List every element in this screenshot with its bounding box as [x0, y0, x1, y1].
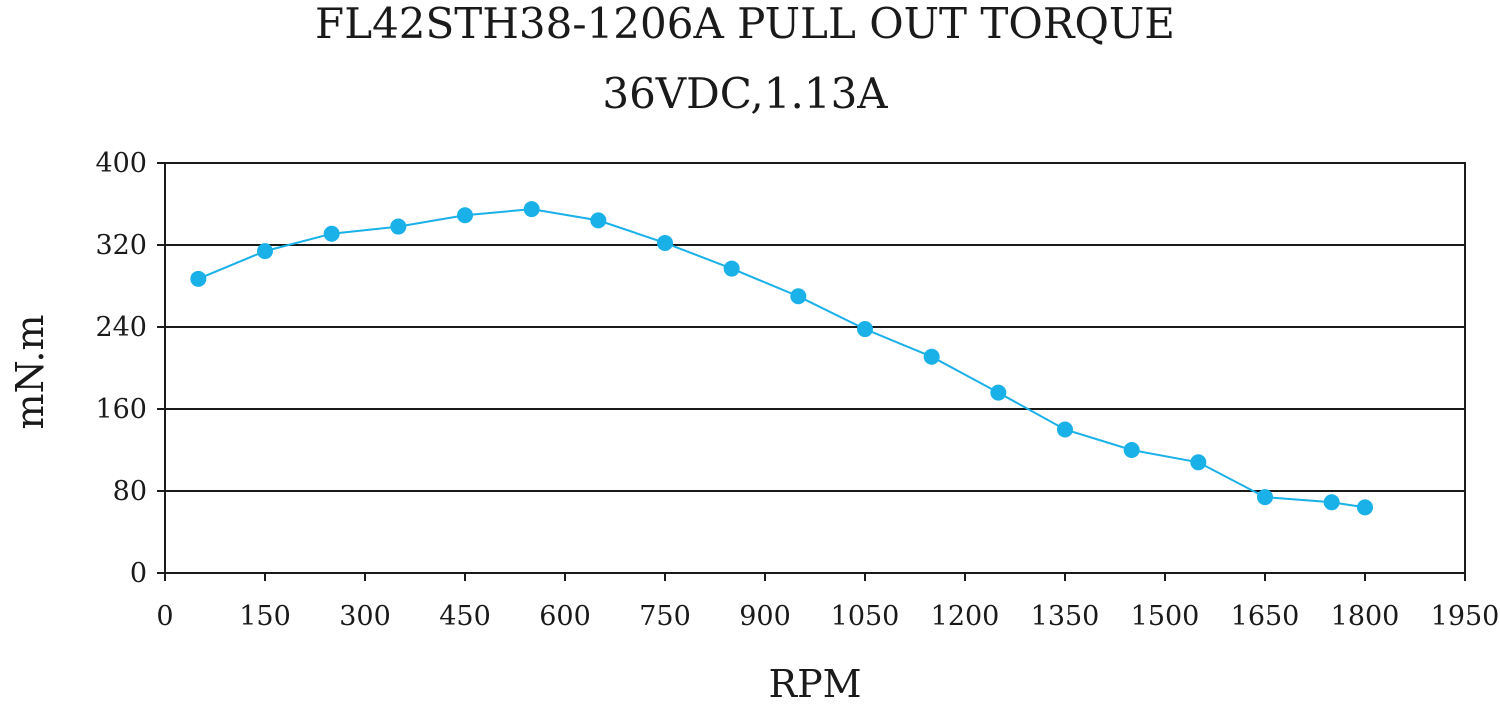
data-point [723, 260, 740, 277]
data-point [457, 207, 473, 224]
data-point [923, 348, 940, 365]
y-tick-label: 0 [130, 558, 147, 589]
y-tick-label: 320 [95, 230, 147, 261]
x-tick-label: 450 [439, 601, 491, 632]
y-tick-label: 80 [113, 476, 147, 507]
x-tick-label: 0 [156, 601, 173, 632]
x-tick-label: 1950 [1431, 601, 1500, 632]
x-tick-label: 600 [539, 601, 591, 632]
data-point [257, 243, 273, 260]
data-point [1323, 494, 1340, 511]
x-tick-label: 1500 [1131, 601, 1200, 632]
x-tick-label: 1350 [1031, 601, 1100, 632]
data-point [323, 225, 340, 242]
series-line [197, 208, 1366, 509]
y-tick-label: 400 [95, 148, 147, 179]
x-tick-label: 1200 [931, 601, 1000, 632]
grid-lines [165, 244, 1465, 492]
data-point [790, 288, 807, 305]
x-tick-label: 1050 [831, 601, 900, 632]
axis-ticks: 0 80 160 240 320 400 0 150 300 450 600 750 900 1050 12… [95, 148, 1499, 632]
data-point [1123, 442, 1140, 458]
x-tick-label: 1650 [1231, 601, 1300, 632]
data-point [857, 321, 873, 338]
data-point [590, 212, 607, 229]
data-point [657, 234, 673, 251]
y-tick-label: 240 [95, 312, 147, 343]
data-point [523, 201, 540, 218]
chart-subtitle: 36VDC,1.13A [602, 69, 888, 118]
series-group [190, 201, 1373, 516]
x-tick-label: 300 [339, 601, 391, 632]
data-point [190, 270, 207, 287]
chart-title: FL42STH38-1206A PULL OUT TORQUE [315, 0, 1175, 48]
x-axis-label: RPM [768, 662, 861, 704]
data-point [990, 384, 1007, 401]
data-point [390, 218, 407, 235]
data-point [1190, 454, 1207, 471]
x-tick-label: 150 [239, 601, 291, 632]
data-point [1257, 489, 1273, 506]
x-tick-label: 750 [639, 601, 691, 632]
y-axis-label: mN.m [8, 315, 52, 430]
x-tick-label: 1800 [1331, 601, 1400, 632]
plot-frame [164, 162, 1466, 574]
y-tick-label: 160 [95, 394, 147, 425]
data-point [1057, 421, 1073, 438]
data-point [1357, 499, 1373, 516]
x-tick-label: 900 [739, 601, 791, 632]
